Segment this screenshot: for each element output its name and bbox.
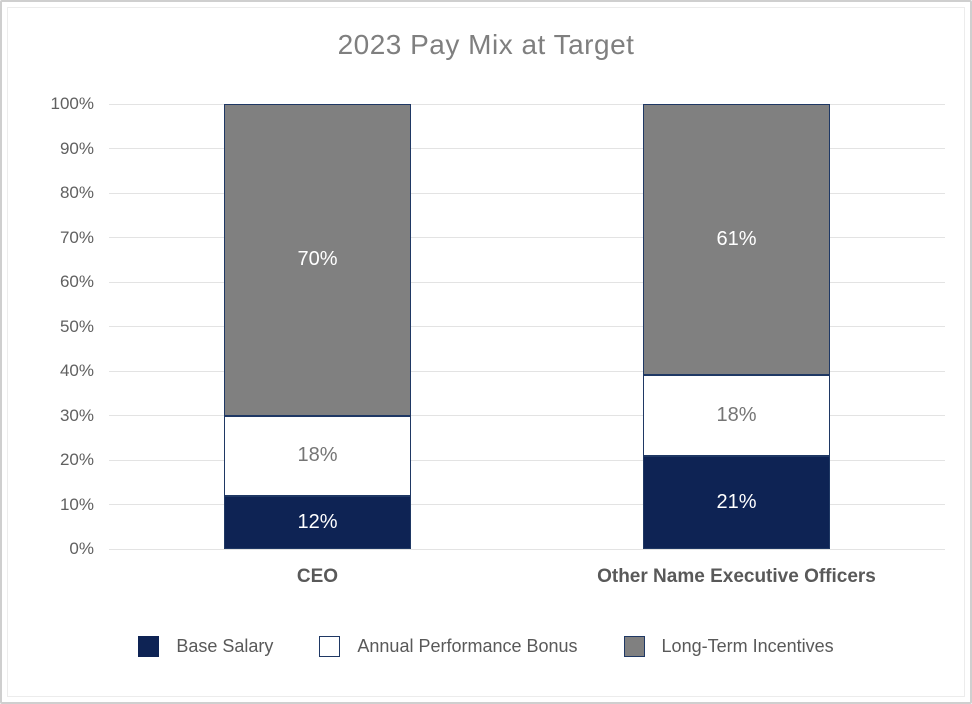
legend-swatch-icon [138,635,160,657]
legend-label: Long-Term Incentives [661,636,834,656]
legend-swatch-icon [623,635,645,657]
x-axis-category-label: CEO [296,566,339,587]
legend-label: Annual Performance Bonus [357,636,578,656]
chart-title: 2023 Pay Mix at Target [337,29,635,60]
y-axis-tick-label: 50% [59,316,94,336]
bar-segment: 18% [224,415,411,496]
legend-item: Annual Performance Bonus [319,632,578,660]
segment-value-label: 21% [716,490,757,513]
y-axis-tick-label: 80% [59,183,94,202]
gridline-10 [109,504,945,505]
stacked-bar-ceo: 12% 18% 70% [224,104,411,549]
y-axis-tick-label: 30% [59,405,94,425]
segment-value-label: 12% [297,510,338,533]
gridline-40 [109,370,945,372]
chart-legend: Base Salary Annual Performance Bonus Long-… [2,632,970,660]
segment-value-label: 70% [297,248,338,271]
gridline-20 [109,459,945,461]
y-axis-tick-label: 10% [59,494,94,514]
y-axis-tick-label: 0% [69,539,94,558]
y-axis-tick-label: 20% [59,450,94,469]
y-axis-tick-label: 90% [59,138,94,158]
gridline-60 [109,281,945,283]
y-axis-tick-label: 70% [59,227,94,247]
segment-value-label: 18% [297,444,338,467]
bar-segment: 21% [643,455,830,549]
legend-swatch-icon [319,635,341,657]
plot-area: 12% 18% 70% 21% 18% 61% [109,103,945,550]
x-axis-category-label: Other Name Executive Officers [597,566,876,587]
segment-value-label: 18% [716,404,757,427]
gridline-70 [109,237,945,238]
bar-segment: 18% [643,375,830,456]
bar-segment: 12% [224,495,411,549]
legend-item: Base Salary [138,632,273,660]
bar-segment: 70% [224,104,411,416]
gridline-80 [109,192,945,194]
y-axis-tick-label: 40% [59,361,94,380]
gridline-100 [109,103,945,105]
stacked-bar-neos: 21% 18% 61% [643,104,830,549]
bar-segment: 61% [643,104,830,376]
legend-item: Long-Term Incentives [623,632,834,660]
segment-value-label: 61% [716,228,757,251]
gridline-0 [109,548,945,550]
y-axis-tick-label: 60% [59,272,94,291]
gridline-90 [109,148,945,149]
y-axis-tick-label: 100% [50,94,94,113]
legend-label: Base Salary [176,636,274,656]
gridline-50 [109,326,945,327]
gridline-30 [109,415,945,416]
